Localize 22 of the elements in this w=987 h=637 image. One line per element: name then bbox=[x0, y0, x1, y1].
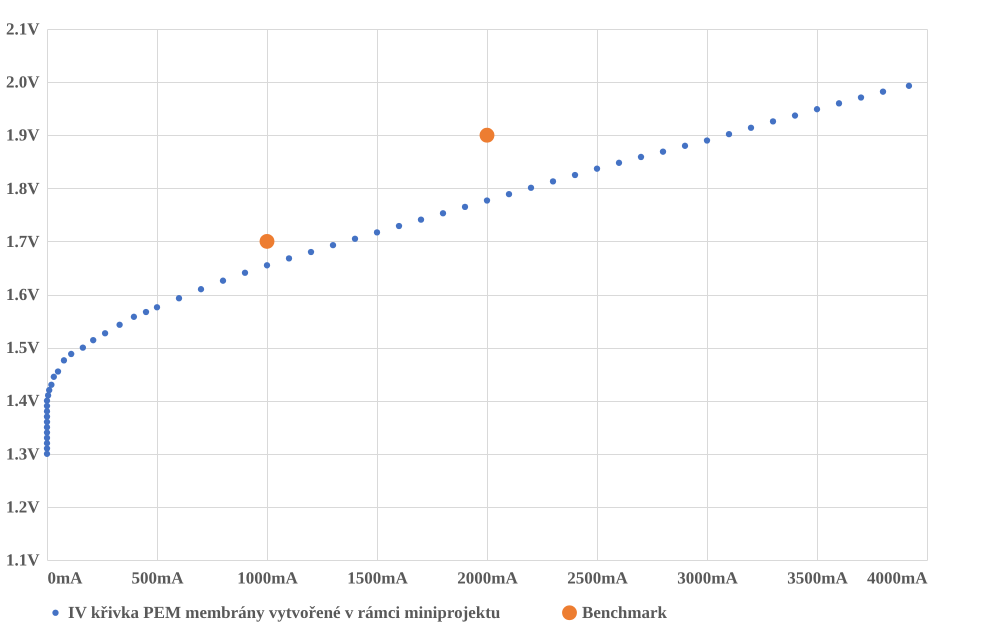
y-tick-label: 2.1V bbox=[6, 20, 40, 38]
y-tick-label: 1.6V bbox=[6, 285, 40, 304]
y-tick-label: 1.2V bbox=[6, 497, 40, 516]
y-tick-label: 1.1V bbox=[6, 550, 40, 570]
legend-label: Benchmark bbox=[582, 602, 668, 622]
x-tick-label: 1000mA bbox=[237, 568, 298, 588]
legend-label: IV křivka PEM membrány vytvořené v rámci miniprojektu bbox=[68, 602, 500, 622]
x-tick-label: 500mA bbox=[132, 568, 184, 588]
x-tick-label: 2500mA bbox=[567, 568, 628, 588]
x-tick-label: 3500mA bbox=[787, 568, 848, 588]
x-tick-label: 1500mA bbox=[347, 568, 408, 588]
x-tick-label: 4000mA bbox=[867, 568, 928, 588]
y-tick-label: 2.0V bbox=[6, 72, 40, 92]
x-tick-label: 0mA bbox=[48, 568, 84, 588]
y-tick-label: 1.8V bbox=[6, 178, 40, 198]
y-tick-label: 1.7V bbox=[6, 232, 40, 251]
y-tick-label: 1.9V bbox=[6, 126, 40, 145]
x-tick-label: 3000mA bbox=[677, 568, 738, 588]
y-tick-label: 1.5V bbox=[6, 338, 40, 358]
y-tick-label: 1.4V bbox=[6, 391, 40, 410]
y-tick-label: 1.3V bbox=[6, 444, 40, 464]
x-tick-label: 2000mA bbox=[457, 568, 518, 588]
